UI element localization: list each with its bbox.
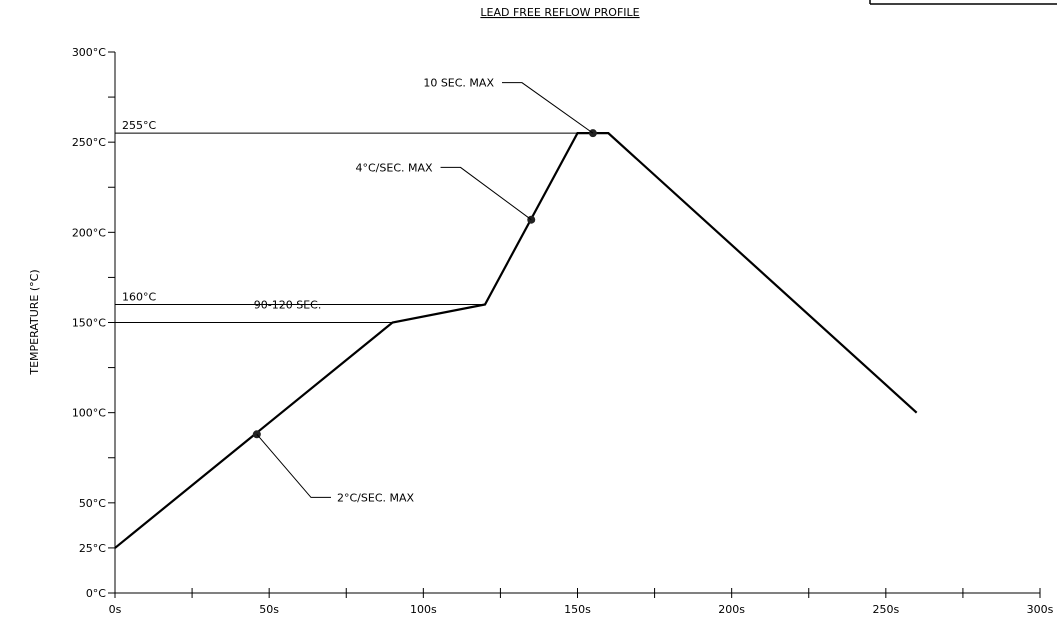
x-tick-label: 100s <box>410 603 437 616</box>
annotation-leader <box>256 433 331 498</box>
y-tick-label: 300°C <box>72 46 106 59</box>
y-tick-label: 200°C <box>72 226 106 239</box>
x-tick-label: 50s <box>259 603 279 616</box>
chart-title: LEAD FREE REFLOW PROFILE <box>480 6 639 19</box>
y-tick-label: 50°C <box>79 497 106 510</box>
profile-line <box>114 132 918 549</box>
y-tick-label: 150°C <box>72 317 106 330</box>
reference-lines: 255°C 160°C <box>115 119 578 323</box>
annotation-leader <box>501 82 594 134</box>
annotation-leader <box>440 166 532 221</box>
reference-line-label: 160°C <box>122 290 156 303</box>
series-layer <box>114 129 918 549</box>
annotation-text: 4°C/SEC. MAX <box>356 161 434 174</box>
y-tick-label: 250°C <box>72 136 106 149</box>
y-tick-label: 25°C <box>79 542 106 555</box>
annotation-text: 10 SEC. MAX <box>423 77 494 90</box>
x-tick-label: 200s <box>718 603 745 616</box>
axes: 0s 50s 100s 150s 200s 250s 300s 0°C 25°C 50°C 100°… <box>72 46 1054 616</box>
x-tick-label: 300s <box>1027 603 1054 616</box>
y-tick-label: 100°C <box>72 407 106 420</box>
annotation-text: 90-120 SEC. <box>254 298 322 311</box>
annotation-text: 2°C/SEC. MAX <box>337 491 415 504</box>
x-tick-label: 0s <box>109 603 122 616</box>
x-tick-label: 150s <box>564 603 591 616</box>
y-axis-label: TEMPERATURE (°C) <box>28 269 41 375</box>
annotations: 90-120 SEC. 10 SEC. MAX 4°C/SEC. MAX 2°C/SE… <box>254 77 594 504</box>
y-tick-label: 0°C <box>86 587 106 600</box>
x-tick-label: 250s <box>872 603 899 616</box>
reference-line-label: 255°C <box>122 119 156 132</box>
